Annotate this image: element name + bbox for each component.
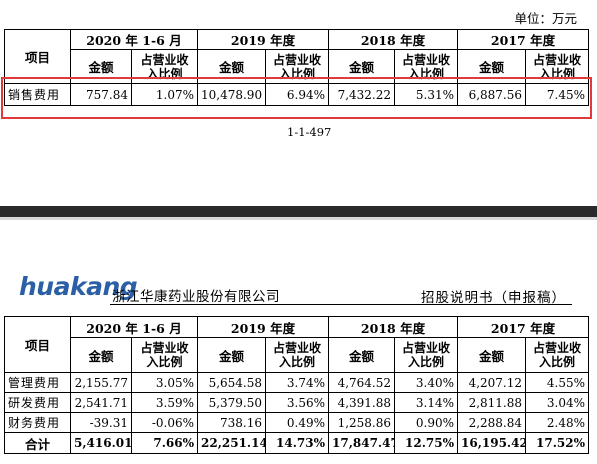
- cell-ratio: 7.66%: [131, 432, 198, 454]
- cell-amount: 5,379.50: [197, 392, 266, 413]
- cell-amount: 5,654.58: [197, 372, 266, 393]
- header-period: 2019 年度: [197, 316, 329, 338]
- header-rule: [110, 304, 572, 305]
- cell-amount: 22,251.14: [197, 432, 266, 454]
- page-separator-light: [0, 217, 597, 220]
- cell-ratio: 7.45%: [525, 83, 589, 106]
- header-period: 2020 年 1-6 月: [70, 316, 198, 338]
- document-title: 招股说明书（申报稿）: [421, 290, 566, 306]
- cell-amount: 5,416.01: [70, 432, 132, 454]
- row-label: 财务费用: [4, 412, 71, 433]
- cell-ratio: 3.74%: [265, 372, 329, 393]
- header-period: 2020 年 1-6 月: [70, 29, 198, 50]
- cell-amount: 2,541.71: [70, 392, 132, 413]
- header-ratio: 占营业收入比例: [394, 337, 458, 373]
- cell-ratio: 14.73%: [265, 432, 329, 454]
- cell-amount: 6,887.56: [457, 83, 526, 106]
- cell-ratio: 4.55%: [525, 372, 589, 393]
- cell-ratio: 5.31%: [394, 83, 458, 106]
- row-label: 销售费用: [4, 83, 71, 106]
- header-ratio: 占营业收入比例: [525, 337, 589, 373]
- huakang-logo: huakang: [19, 272, 138, 301]
- header-item: 项目: [4, 316, 71, 373]
- cell-amount: 757.84: [70, 83, 132, 106]
- company-name: 浙江华康药业股份有限公司: [112, 289, 280, 305]
- header-period: 2019 年度: [197, 29, 329, 50]
- cell-amount: 16,195.42: [457, 432, 526, 454]
- table-row: 研发费用 2,541.71 3.59% 5,379.50 3.56% 4,391…: [4, 392, 589, 413]
- cell-ratio: 0.49%: [265, 412, 329, 433]
- header-period: 2017 年度: [457, 29, 589, 50]
- cell-ratio: 12.75%: [394, 432, 458, 454]
- cell-ratio: -0.06%: [131, 412, 198, 433]
- cell-ratio: 3.05%: [131, 372, 198, 393]
- header-period: 2018 年度: [328, 29, 458, 50]
- header-ratio: 占营业收入比例: [265, 337, 329, 373]
- cell-ratio: 3.59%: [131, 392, 198, 413]
- header-period: 2017 年度: [457, 316, 589, 338]
- header-amount: 金额: [197, 337, 266, 373]
- cell-ratio: 17.52%: [525, 432, 589, 454]
- cell-amount: 17,847.47: [328, 432, 395, 454]
- cell-amount: -39.31: [70, 412, 132, 433]
- header-ratio: 占营业收入比例: [131, 337, 198, 373]
- cell-ratio: 3.40%: [394, 372, 458, 393]
- cell-ratio: 1.07%: [131, 83, 198, 106]
- cell-amount: 10,478.90: [197, 83, 266, 106]
- cell-ratio: 3.04%: [525, 392, 589, 413]
- row-label: 研发费用: [4, 392, 71, 413]
- table-row: 管理费用 2,155.77 3.05% 5,654.58 3.74% 4,764…: [4, 372, 589, 393]
- cell-amount: 2,288.84: [457, 412, 526, 433]
- header-period: 2018 年度: [328, 316, 458, 338]
- cell-amount: 4,764.52: [328, 372, 395, 393]
- row-label: 管理费用: [4, 372, 71, 393]
- cell-amount: 738.16: [197, 412, 266, 433]
- highlight-box: [1, 77, 592, 119]
- expense-table-bottom: 项目 2020 年 1-6 月 2019 年度 2018 年度 2017 年度 …: [4, 316, 589, 454]
- cell-ratio: 0.90%: [394, 412, 458, 433]
- cell-ratio: 2.48%: [525, 412, 589, 433]
- cell-ratio: 3.56%: [265, 392, 329, 413]
- header-amount: 金额: [457, 337, 526, 373]
- cell-amount: 2,155.77: [70, 372, 132, 393]
- unit-label: 单位：万元: [514, 11, 577, 26]
- page-separator-dark: [0, 206, 597, 217]
- cell-ratio: 6.94%: [265, 83, 329, 106]
- table-row: 销售费用 757.84 1.07% 10,478.90 6.94% 7,432.…: [4, 83, 589, 106]
- table-row: 财务费用 -39.31 -0.06% 738.16 0.49% 1,258.86…: [4, 412, 589, 433]
- header-item: 项目: [4, 29, 71, 84]
- total-row: 合计 5,416.01 7.66% 22,251.14 14.73% 17,84…: [4, 432, 589, 454]
- page-number: 1-1-497: [287, 125, 332, 139]
- cell-amount: 4,207.12: [457, 372, 526, 393]
- cell-ratio: 3.14%: [394, 392, 458, 413]
- cell-amount: 2,811.88: [457, 392, 526, 413]
- header-amount: 金额: [70, 337, 132, 373]
- header-amount: 金额: [328, 337, 395, 373]
- cell-amount: 4,391.88: [328, 392, 395, 413]
- cell-amount: 1,258.86: [328, 412, 395, 433]
- row-label-total: 合计: [4, 432, 71, 454]
